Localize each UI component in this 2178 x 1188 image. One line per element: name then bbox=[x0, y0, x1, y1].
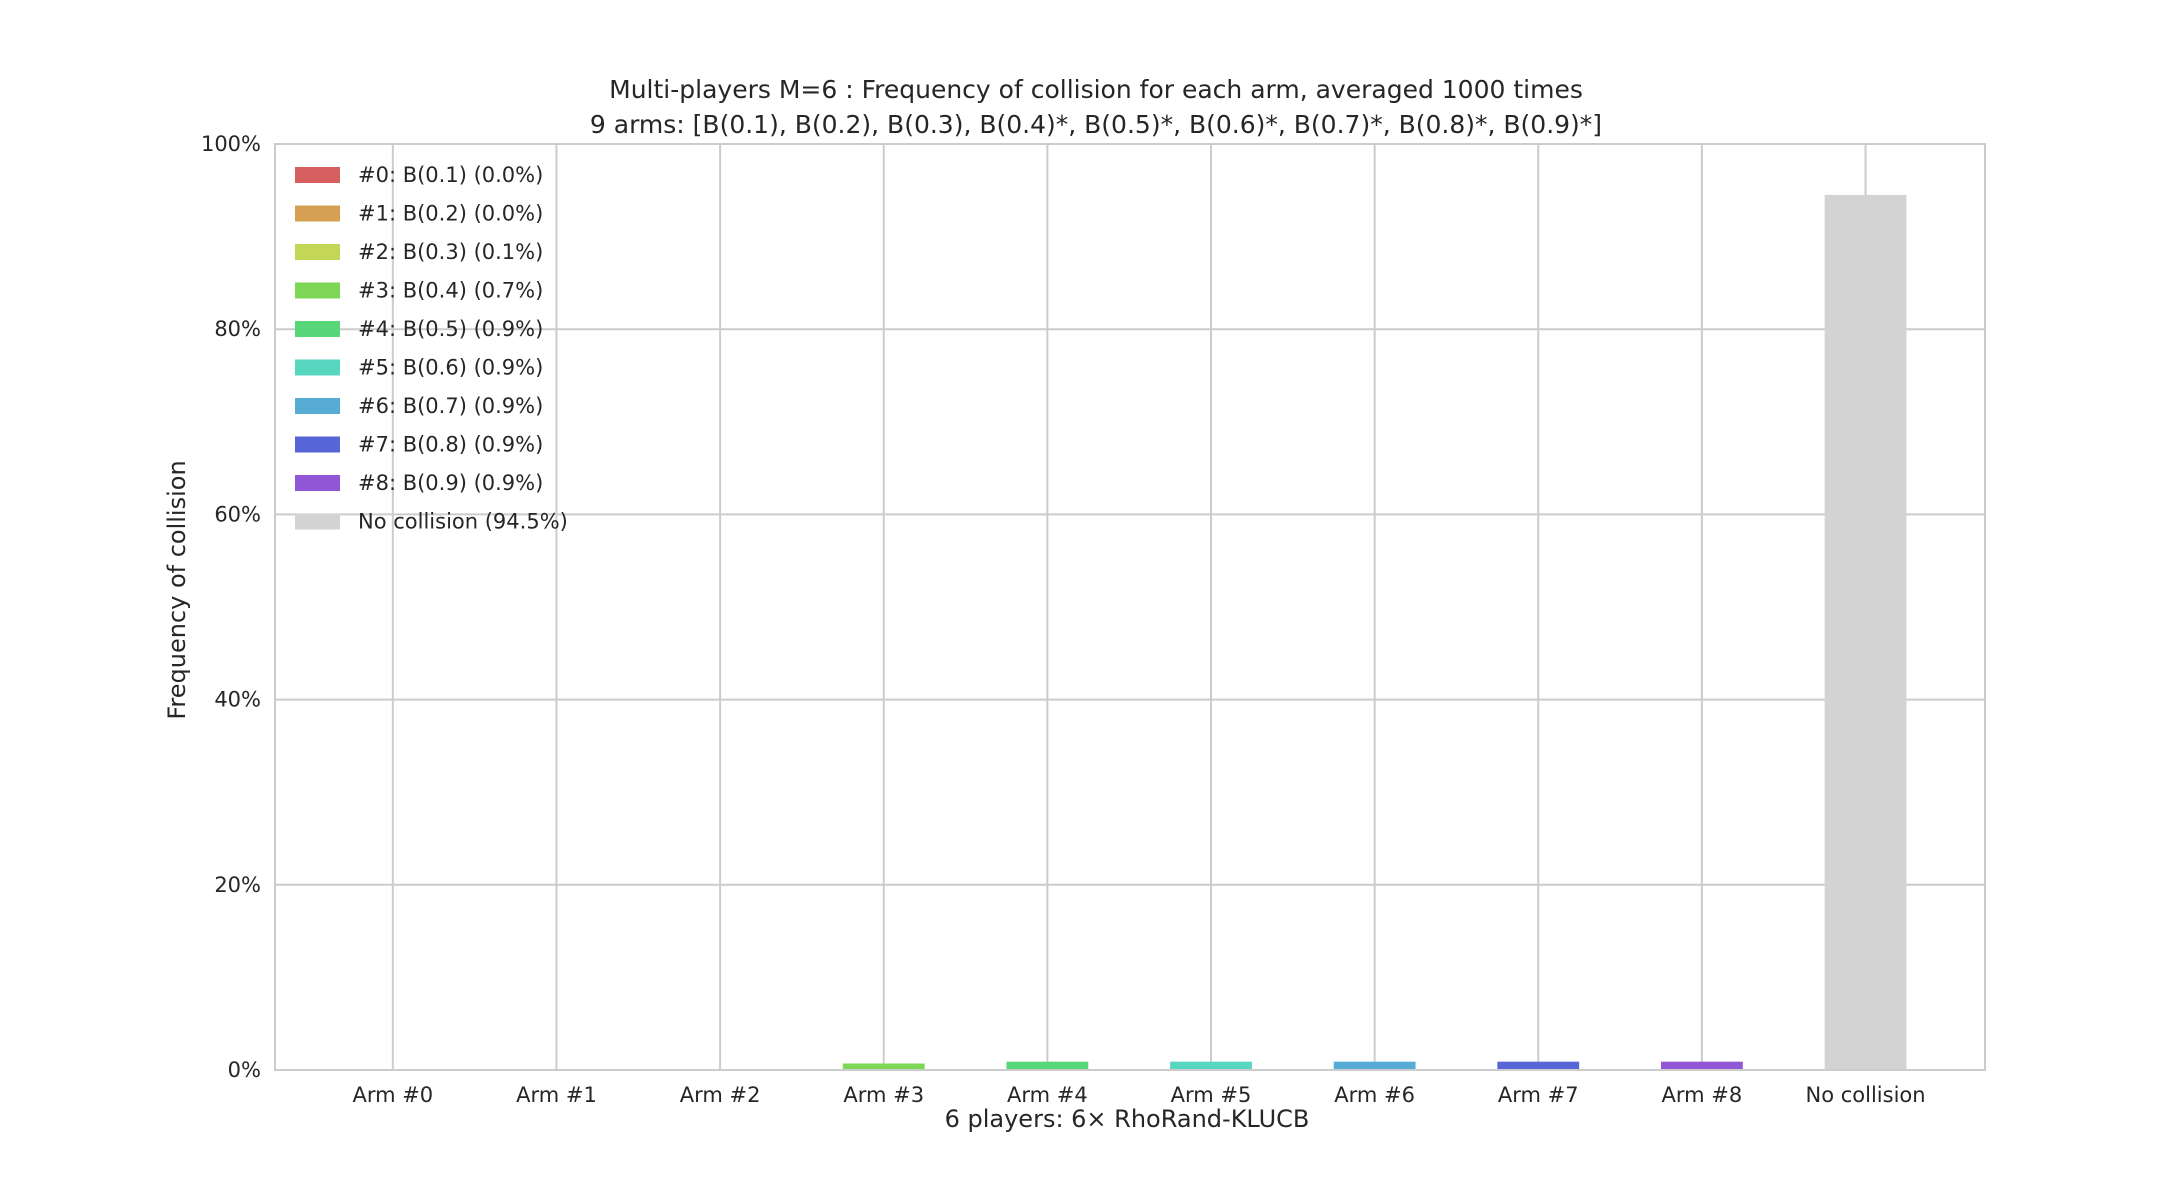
legend-swatch bbox=[295, 359, 340, 376]
x-tick-label: Arm #6 bbox=[1334, 1083, 1415, 1107]
legend-swatch bbox=[295, 205, 340, 222]
bar bbox=[1170, 1061, 1252, 1070]
x-tick-labels: Arm #0 Arm #1 Arm #2 Arm #3 Arm #4 Arm #5 Arm … bbox=[352, 1083, 1925, 1107]
y-tick-label: 60% bbox=[214, 502, 261, 526]
bar bbox=[842, 1063, 925, 1070]
legend-entry: #1: B(0.2) (0.0%) bbox=[358, 202, 543, 226]
x-tick-label: Arm #2 bbox=[680, 1083, 761, 1107]
x-tick-label: Arm #3 bbox=[843, 1083, 924, 1107]
x-tick-label: Arm #7 bbox=[1498, 1083, 1579, 1107]
x-axis-label: 6 players: 6× RhoRand-KLUCB bbox=[945, 1105, 1310, 1133]
legend-entry: #6: B(0.7) (0.9%) bbox=[358, 394, 543, 418]
legend-swatch bbox=[295, 475, 340, 491]
bar bbox=[1006, 1061, 1089, 1070]
legend-swatch bbox=[295, 398, 340, 414]
legend-swatch bbox=[295, 513, 340, 530]
legend-entry: No collision (94.5%) bbox=[358, 510, 568, 534]
legend-swatch bbox=[295, 282, 340, 299]
legend-swatch bbox=[295, 321, 340, 337]
legend-swatch bbox=[295, 167, 340, 183]
x-tick-label: Arm #8 bbox=[1662, 1083, 1743, 1107]
legend-swatch bbox=[295, 244, 340, 260]
x-tick-label: Arm #4 bbox=[1007, 1083, 1088, 1107]
legend-entry: #0: B(0.1) (0.0%) bbox=[358, 163, 543, 187]
legend-entry: #3: B(0.4) (0.7%) bbox=[358, 279, 543, 303]
chart-subtitle: 9 arms: [B(0.1), B(0.2), B(0.3), B(0.4)*… bbox=[590, 110, 1602, 139]
y-tick-label: 40% bbox=[214, 688, 261, 712]
y-tick-label: 0% bbox=[228, 1058, 261, 1082]
legend: #0: B(0.1) (0.0%) #1: B(0.2) (0.0%) #2: B(… bbox=[295, 163, 568, 534]
legend-entry: #2: B(0.3) (0.1%) bbox=[358, 240, 543, 264]
bar bbox=[1497, 1061, 1580, 1070]
legend-entry: #7: B(0.8) (0.9%) bbox=[358, 433, 543, 457]
legend-entry: #8: B(0.9) (0.9%) bbox=[358, 471, 543, 495]
legend-entry: #5: B(0.6) (0.9%) bbox=[358, 356, 543, 380]
bars bbox=[679, 194, 1907, 1070]
bar bbox=[1824, 194, 1907, 1070]
y-tick-label: 100% bbox=[201, 132, 261, 156]
y-tick-label: 80% bbox=[214, 317, 261, 341]
chart-title: Multi-players M=6 : Frequency of collisi… bbox=[609, 75, 1583, 104]
bar bbox=[1661, 1061, 1743, 1070]
y-axis-label: Frequency of collision bbox=[163, 460, 191, 719]
bar bbox=[1333, 1061, 1416, 1070]
plot-frame bbox=[274, 143, 1986, 1071]
x-tick-label: Arm #1 bbox=[516, 1083, 597, 1107]
y-tick-labels: 0% 20% 40% 60% 80% 100% bbox=[201, 132, 261, 1082]
y-tick-label: 20% bbox=[214, 873, 261, 897]
legend-swatch bbox=[295, 436, 340, 453]
legend-entry: #4: B(0.5) (0.9%) bbox=[358, 317, 543, 341]
x-tick-label: No collision bbox=[1806, 1083, 1926, 1107]
x-tick-label: Arm #0 bbox=[352, 1083, 433, 1107]
x-tick-label: Arm #5 bbox=[1171, 1083, 1252, 1107]
